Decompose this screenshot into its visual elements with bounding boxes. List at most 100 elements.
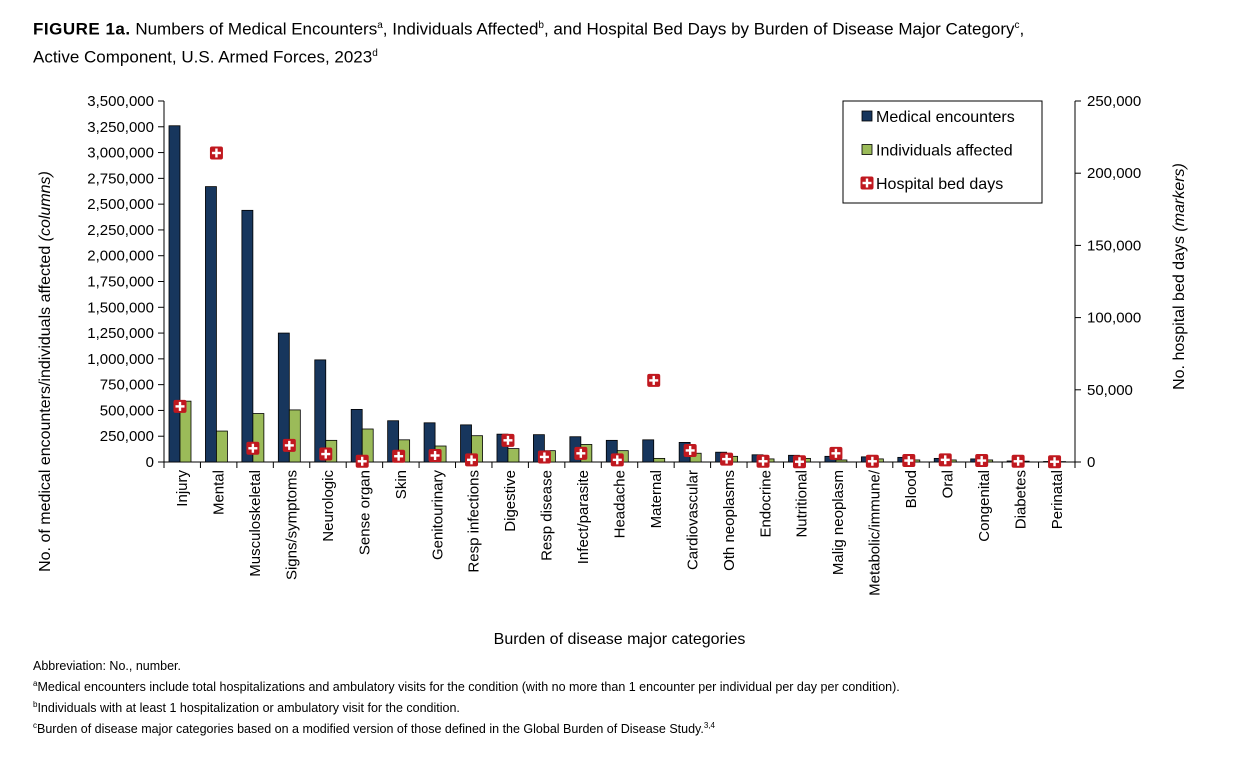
x-tick-label: Headache: [612, 470, 629, 538]
x-tick-label: Metabolic/immune/: [867, 469, 884, 596]
footnote-ref: 3,4: [703, 721, 715, 731]
marker-cross-h: [862, 181, 872, 185]
y-tick-label: 1,000,000: [87, 351, 154, 368]
title-line-2: Active Component, U.S. Armed Forces, 202…: [33, 47, 373, 67]
y-tick-label: 750,000: [100, 377, 154, 394]
marker-hospital-bed-days: [465, 453, 479, 467]
footnote-a: aMedical encounters include total hospit…: [33, 675, 1213, 696]
y-tick-label: 2,250,000: [87, 222, 154, 239]
marker-hospital-bed-days: [829, 446, 843, 460]
legend-swatch: [861, 144, 873, 155]
x-tick-label: Musculoskeletal: [247, 470, 264, 577]
marker-cross-h: [649, 379, 659, 382]
marker-cross-h: [357, 460, 367, 463]
marker-cross-h: [394, 455, 404, 458]
marker-cross-h: [576, 452, 586, 455]
y-tick-label: 1,750,000: [87, 274, 154, 291]
x-tick-label: Congenital: [976, 470, 993, 542]
x-tick-label: Sense organ: [356, 470, 373, 555]
x-tick-label: Nutritional: [794, 470, 811, 538]
marker-cross-h: [503, 439, 513, 442]
marker-cross-h: [685, 449, 695, 452]
marker-cross-h: [940, 458, 950, 462]
x-tick-label: Diabetes: [1012, 470, 1029, 529]
marker-hospital-bed-days: [647, 373, 661, 387]
y2-tick-label: 0: [1087, 454, 1095, 471]
bar-medical-encounters: [168, 125, 181, 463]
x-tick-label: Maternal: [648, 470, 665, 528]
y-tick-label: 1,250,000: [87, 325, 154, 342]
bar-individuals-affected: [507, 448, 520, 463]
bar-medical-encounters: [423, 422, 436, 463]
marker-hospital-bed-days: [1011, 454, 1025, 468]
y-tick-label: 3,000,000: [87, 145, 154, 162]
x-tick-label: Resp disease: [539, 470, 556, 561]
y-tick-label: 3,500,000: [87, 93, 154, 110]
x-tick-label: Genitourinary: [429, 470, 446, 561]
legend-label: Hospital bed days: [876, 176, 1003, 193]
marker-hospital-bed-days: [537, 450, 551, 464]
marker-hospital-bed-days: [392, 449, 406, 463]
title-text-3: , and Hospital Bed Days by Burden of Dis…: [543, 19, 1015, 39]
y-axis-title-text: No. of medical encounters/individuals af…: [37, 241, 54, 572]
y-tick-label: 2,000,000: [87, 248, 154, 265]
bar-individuals-affected: [835, 459, 848, 463]
y2-tick-label: 100,000: [1087, 310, 1141, 327]
bar-individuals-affected: [252, 413, 265, 463]
footnote-mark: c: [33, 721, 37, 731]
x-tick-label: Blood: [903, 470, 920, 508]
marker-hospital-bed-days: [355, 454, 369, 468]
marker-hospital-bed-days: [1048, 455, 1062, 469]
marker-cross-h: [430, 454, 440, 457]
marker-cross-h: [977, 459, 987, 462]
marker-hospital-bed-days: [501, 433, 515, 447]
marker-hospital-bed-days: [938, 453, 952, 467]
y-tick-label: 0: [146, 454, 154, 471]
footnote-b: bIndividuals with at least 1 hospitaliza…: [33, 696, 1213, 717]
title-sup-b: b: [538, 20, 544, 31]
title-text-4: ,: [1019, 19, 1025, 39]
marker-hospital-bed-days: [865, 454, 879, 468]
x-tick-label: Oral: [939, 470, 956, 498]
x-tick-label: Resp infections: [466, 470, 483, 573]
bar-medical-encounters: [314, 359, 327, 463]
y2-axis-title: No. hospital bed days (markers): [1171, 163, 1188, 390]
x-tick-label: Skin: [393, 470, 410, 499]
bar-medical-encounters: [277, 332, 290, 463]
marker-cross-h: [211, 151, 221, 155]
marker-cross-h: [467, 458, 477, 462]
y2-tick-label: 150,000: [1087, 237, 1141, 254]
marker-cross-h: [831, 452, 841, 455]
figure-label: FIGURE 1a.: [33, 19, 131, 39]
marker-cross-h: [539, 455, 549, 459]
bar-individuals-affected: [288, 409, 301, 463]
marker-cross-h: [248, 447, 258, 450]
x-tick-label: Mental: [211, 470, 228, 515]
footnotes: Abbreviation: No., number. aMedical enco…: [33, 658, 1213, 738]
marker-hospital-bed-days: [428, 449, 442, 463]
legend-marker: [860, 176, 874, 190]
legend-box: [842, 100, 1043, 204]
marker-cross-h: [722, 457, 732, 461]
y-tick-label: 250,000: [100, 428, 154, 445]
marker-hospital-bed-days: [319, 447, 333, 461]
y-tick-label: 2,750,000: [87, 170, 154, 187]
y-axis-title: No. of medical encounters/individuals af…: [37, 171, 54, 572]
bar-medical-encounters: [350, 408, 363, 463]
y-axis-title-note: (columns): [37, 171, 54, 241]
footnote-text: Medical encounters include total hospita…: [37, 680, 900, 695]
legend: Medical encounters Individuals affected Ho…: [842, 100, 1043, 204]
y2-tick-label: 200,000: [1087, 165, 1141, 182]
marker-hospital-bed-days: [720, 452, 734, 466]
marker-hospital-bed-days: [975, 454, 989, 468]
title-sup-d: d: [372, 47, 378, 59]
marker-hospital-bed-days: [610, 453, 624, 467]
figure-title: FIGURE 1a. Numbers of Medical Encounters…: [33, 14, 1228, 69]
x-tick-label: Cardiovascular: [684, 470, 701, 570]
bar-medical-encounters: [205, 186, 217, 463]
legend-label: Individuals affected: [876, 143, 1013, 160]
y2-tick-label: 250,000: [1087, 93, 1141, 110]
x-tick-label: Infect/parasite: [575, 470, 592, 564]
marker-cross-h: [904, 459, 914, 462]
x-tick-label: Signs/symptoms: [284, 470, 301, 580]
